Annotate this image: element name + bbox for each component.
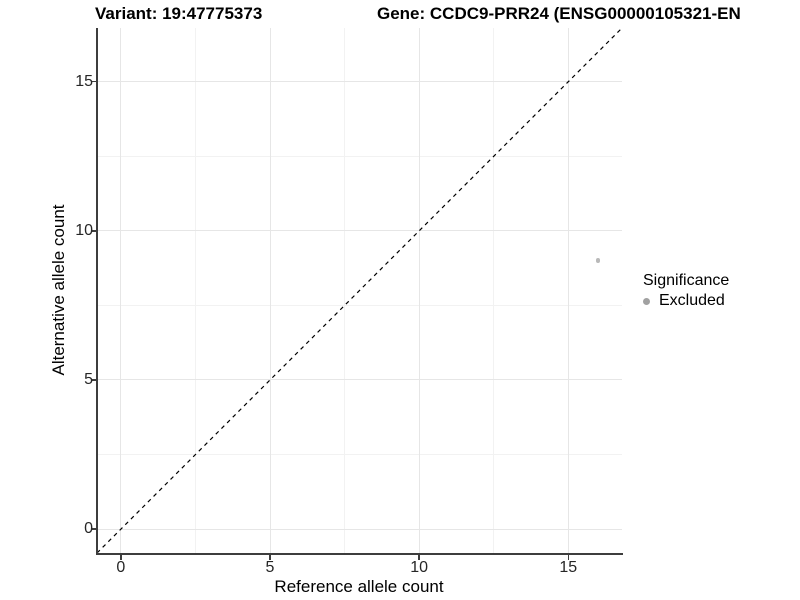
legend-item-label: Excluded — [659, 292, 725, 309]
major-gridline-horizontal — [97, 528, 622, 530]
excluded-point-icon — [643, 297, 650, 305]
variant-title: Variant: 19:47775373 — [95, 4, 263, 23]
major-gridline-vertical — [418, 28, 420, 553]
y-axis-title: Alternative allele count — [49, 204, 68, 376]
major-gridline-vertical — [567, 28, 569, 553]
x-axis-title: Reference allele count — [274, 577, 444, 596]
legend-title: Significance — [643, 272, 730, 289]
y-tick-label: 10 — [75, 221, 93, 239]
minor-gridline-vertical — [493, 28, 495, 553]
major-gridline-horizontal — [97, 81, 622, 83]
data-point — [595, 258, 601, 263]
x-tick-mark — [120, 555, 122, 560]
x-tick-label: 0 — [116, 559, 126, 576]
y-tick-mark — [91, 230, 96, 232]
x-tick-label: 10 — [410, 559, 429, 576]
x-axis-line — [95, 553, 623, 555]
major-gridline-vertical — [120, 28, 122, 553]
y-tick-label: 5 — [84, 370, 93, 388]
x-tick-label: 5 — [265, 559, 275, 576]
legend: Significance Excluded — [643, 272, 729, 310]
y-axis-line — [95, 28, 98, 555]
x-tick-mark — [418, 555, 420, 560]
major-gridline-horizontal — [97, 379, 622, 381]
major-gridline-vertical — [269, 28, 271, 553]
y-tick-mark — [91, 80, 96, 83]
minor-gridline-vertical — [344, 28, 346, 553]
minor-gridline-horizontal — [97, 155, 622, 157]
minor-gridline-horizontal — [97, 304, 622, 306]
minor-gridline-horizontal — [97, 454, 622, 456]
y-tick-label: 15 — [75, 72, 93, 90]
major-gridline-horizontal — [97, 230, 622, 232]
x-tick-mark — [567, 555, 570, 560]
gene-title: Gene: CCDC9-PRR24 (ENSG00000105321-EN — [377, 4, 741, 23]
identity-dashed-line — [97, 28, 622, 553]
legend-item-excluded: Excluded — [643, 292, 729, 310]
x-tick-label: 15 — [559, 559, 578, 576]
minor-gridline-vertical — [194, 28, 196, 553]
y-tick-mark — [91, 379, 96, 381]
y-tick-mark — [91, 528, 96, 530]
y-tick-label: 0 — [84, 520, 93, 538]
x-tick-mark — [269, 555, 271, 560]
